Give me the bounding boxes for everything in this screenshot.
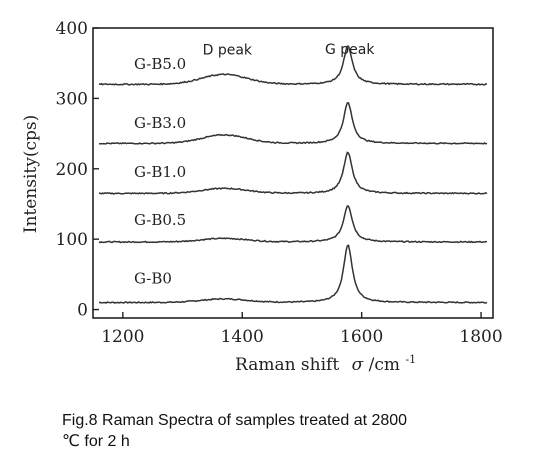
x-axis-title-sup: -1 xyxy=(405,353,416,366)
series-label: G-B1.0 xyxy=(134,163,186,181)
x-axis-title: Raman shift σ /cm -1 xyxy=(235,353,416,375)
plot-frame xyxy=(92,27,494,319)
peak-annotation: G peak xyxy=(325,42,375,58)
series-label: G-B3.0 xyxy=(134,114,186,132)
y-tick-label: 300 xyxy=(56,89,88,109)
spectrum-line-1 xyxy=(98,244,488,304)
x-tick-label: 1800 xyxy=(459,327,502,347)
peak-annotation: D peak xyxy=(203,43,253,59)
series-label: G-B0.5 xyxy=(134,211,186,229)
caption-line-1: Fig.8 Raman Spectra of samples treated a… xyxy=(62,412,408,429)
x-axis-ticks: 1200 1400 1600 1800 xyxy=(101,312,503,347)
x-axis-title-unit: /cm xyxy=(369,355,400,375)
spectrum-line-2 xyxy=(98,205,487,244)
peak-annotations: D peak G peak xyxy=(203,42,376,59)
raman-chart: 0 100 200 300 400 1200 1400 1600 1800 G-B0 G-B0.… xyxy=(21,19,503,375)
y-axis-ticks: 0 100 200 300 400 xyxy=(56,19,99,321)
series-label: G-B5.0 xyxy=(134,55,186,73)
x-tick-label: 1200 xyxy=(101,327,144,347)
spectra-lines: G-B0 G-B0.5 G-B1.0 G-B3.0 G-B5.0 xyxy=(98,45,488,304)
y-axis-title: Intensity(cps) xyxy=(21,115,41,234)
x-tick-label: 1400 xyxy=(221,327,264,347)
figure-caption: Fig.8 Raman Spectra of samples treated a… xyxy=(62,410,532,452)
x-axis-title-main: Raman shift xyxy=(235,355,339,375)
y-tick-label: 100 xyxy=(56,230,88,250)
x-axis-title-symbol: σ xyxy=(352,355,364,375)
y-tick-label: 200 xyxy=(56,160,88,180)
y-tick-label: 0 xyxy=(77,301,88,321)
spectrum-line-3 xyxy=(98,151,488,195)
y-tick-label: 400 xyxy=(56,19,88,39)
spectrum-line-5 xyxy=(98,45,488,86)
series-label: G-B0 xyxy=(134,270,172,288)
caption-line-2: ℃ for 2 h xyxy=(62,433,130,450)
spectrum-line-4 xyxy=(98,102,488,145)
x-tick-label: 1600 xyxy=(340,327,383,347)
